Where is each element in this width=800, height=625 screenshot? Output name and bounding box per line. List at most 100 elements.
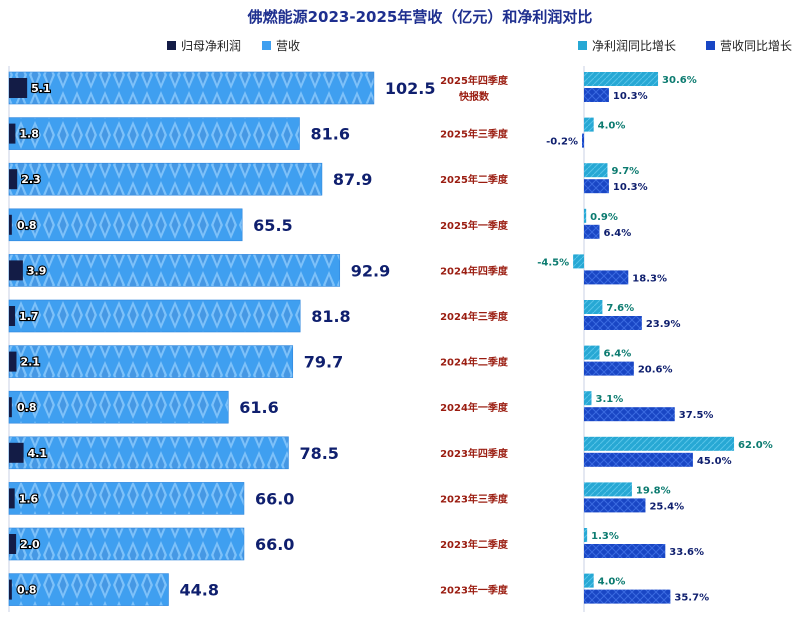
rev-growth-bar	[584, 179, 609, 194]
category-label: 2024年三季度	[440, 310, 509, 323]
net-profit-label: 1.8	[19, 128, 39, 141]
rev-growth-bar	[584, 407, 675, 422]
revenue-bar	[8, 162, 323, 196]
legend-label-net-profit: 归母净利润	[181, 39, 241, 53]
legend-label-rev-growth: 营收同比增长	[720, 39, 792, 53]
net-profit-label: 0.8	[17, 584, 37, 597]
rev-growth-label: 10.3%	[613, 182, 648, 193]
rev-growth-bar	[584, 589, 671, 604]
revenue-label: 44.8	[179, 581, 218, 600]
revenue-label: 66.0	[255, 489, 294, 508]
net-profit-label: 2.0	[20, 538, 40, 551]
net-profit-bar	[9, 260, 23, 281]
rev-growth-bar	[584, 452, 693, 467]
np-growth-bar	[584, 345, 600, 360]
np-growth-bar	[584, 436, 735, 451]
rev-growth-label: 45.0%	[697, 456, 732, 467]
chart-title: 佛燃能源2023-2025年营收（亿元）和净利润对比	[247, 8, 593, 26]
net-profit-bar	[9, 78, 28, 98]
revenue-bar	[8, 117, 300, 150]
np-growth-label: 30.6%	[662, 75, 697, 86]
rev-growth-label: 37.5%	[679, 410, 714, 421]
rev-growth-label: 33.6%	[669, 547, 704, 558]
legend-label-revenue: 营收	[276, 39, 300, 53]
np-growth-label: 62.0%	[738, 440, 773, 451]
legend-swatch-net-profit	[167, 41, 176, 50]
revenue-bar	[8, 436, 289, 470]
category-label: 2024年一季度	[440, 401, 509, 414]
rev-growth-label: 25.4%	[649, 501, 684, 512]
np-growth-label: 3.1%	[596, 394, 624, 405]
np-growth-bar	[584, 482, 632, 497]
np-growth-label: 4.0%	[598, 577, 626, 588]
net-profit-label: 5.1	[31, 82, 50, 95]
legend-left: 归母净利润 营收	[167, 39, 300, 53]
rev-growth-label: 18.3%	[632, 273, 667, 284]
net-profit-label: 0.8	[17, 219, 37, 232]
net-profit-bar	[9, 169, 18, 190]
net-profit-bar	[9, 351, 17, 372]
rev-growth-bar	[582, 133, 584, 148]
net-profit-label: 3.9	[27, 264, 47, 277]
np-growth-label: 1.3%	[591, 531, 619, 542]
net-profit-label: 2.1	[20, 356, 39, 369]
np-growth-bar	[584, 163, 608, 178]
net-profit-label: 1.7	[19, 310, 39, 323]
np-growth-label: 7.6%	[606, 303, 634, 314]
np-growth-label: 6.4%	[603, 349, 631, 360]
category-label: 2025年一季度	[440, 219, 509, 232]
np-growth-label: 9.7%	[611, 166, 639, 177]
revenue-label: 87.9	[333, 170, 372, 189]
legend-label-np-growth: 净利润同比增长	[592, 39, 676, 53]
revenue-bar	[8, 254, 341, 287]
np-growth-label: 0.9%	[590, 212, 618, 223]
np-growth-bar	[584, 72, 659, 86]
net-profit-label: 2.3	[21, 173, 41, 186]
np-growth-bar	[584, 573, 594, 588]
category-label: 2025年二季度	[440, 173, 509, 186]
rev-growth-label: 23.9%	[646, 319, 681, 330]
rev-growth-bar	[584, 498, 646, 513]
revenue-label: 66.0	[255, 535, 294, 554]
legend-right: 净利润同比增长 营收同比增长	[578, 39, 792, 53]
rev-growth-label: -0.2%	[546, 137, 578, 148]
category-label: 2024年四季度	[440, 264, 509, 277]
revenue-label: 65.5	[253, 216, 292, 235]
np-growth-bar	[584, 528, 588, 542]
revenue-bar	[8, 390, 229, 424]
np-growth-bar	[584, 391, 592, 406]
revenue-label: 81.8	[311, 307, 350, 326]
category-label: 2023年四季度	[440, 447, 509, 460]
rev-growth-bar	[584, 270, 629, 285]
np-growth-bar	[573, 254, 584, 269]
category-label: 2025年四季度	[440, 74, 509, 87]
revenue-label: 78.5	[299, 444, 338, 463]
net-profit-label: 1.6	[19, 492, 39, 505]
net-profit-bar	[9, 306, 16, 326]
np-growth-label: 19.8%	[636, 485, 671, 496]
rev-growth-label: 35.7%	[674, 593, 709, 604]
np-growth-bar	[584, 117, 594, 132]
net-profit-bar	[9, 214, 12, 235]
category-label: 2023年二季度	[440, 538, 509, 551]
revenue-bar	[8, 299, 301, 333]
np-growth-label: -4.5%	[537, 257, 569, 268]
revenue-bar	[8, 208, 243, 242]
revenue-bar	[8, 71, 375, 105]
net-profit-bar	[9, 579, 12, 600]
rev-growth-bar	[584, 316, 642, 330]
category-label: 2023年一季度	[440, 584, 509, 597]
revenue-bar	[8, 345, 294, 378]
rev-growth-bar	[584, 544, 666, 558]
net-profit-label: 4.1	[28, 447, 48, 460]
net-profit-bar	[9, 123, 16, 144]
revenue-label: 61.6	[239, 398, 278, 417]
rev-growth-label: 20.6%	[638, 365, 673, 376]
category-label: 2023年三季度	[440, 492, 509, 505]
rev-growth-label: 6.4%	[603, 228, 631, 239]
category-label: 2025年三季度	[440, 128, 509, 141]
revenue-bar	[8, 482, 245, 515]
rev-growth-bar	[584, 361, 634, 376]
net-profit-bar	[9, 534, 17, 554]
